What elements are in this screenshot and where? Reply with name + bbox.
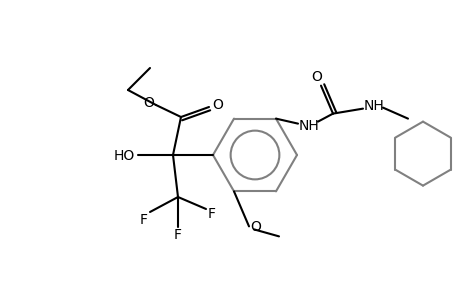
Text: NH: NH: [363, 99, 384, 112]
Text: F: F: [174, 228, 182, 242]
Text: O: O: [311, 70, 322, 84]
Text: O: O: [250, 220, 261, 234]
Text: O: O: [212, 98, 223, 112]
Text: NH: NH: [298, 118, 319, 133]
Text: HO: HO: [113, 149, 134, 163]
Text: F: F: [140, 213, 148, 227]
Text: F: F: [207, 207, 216, 221]
Text: O: O: [143, 96, 154, 110]
